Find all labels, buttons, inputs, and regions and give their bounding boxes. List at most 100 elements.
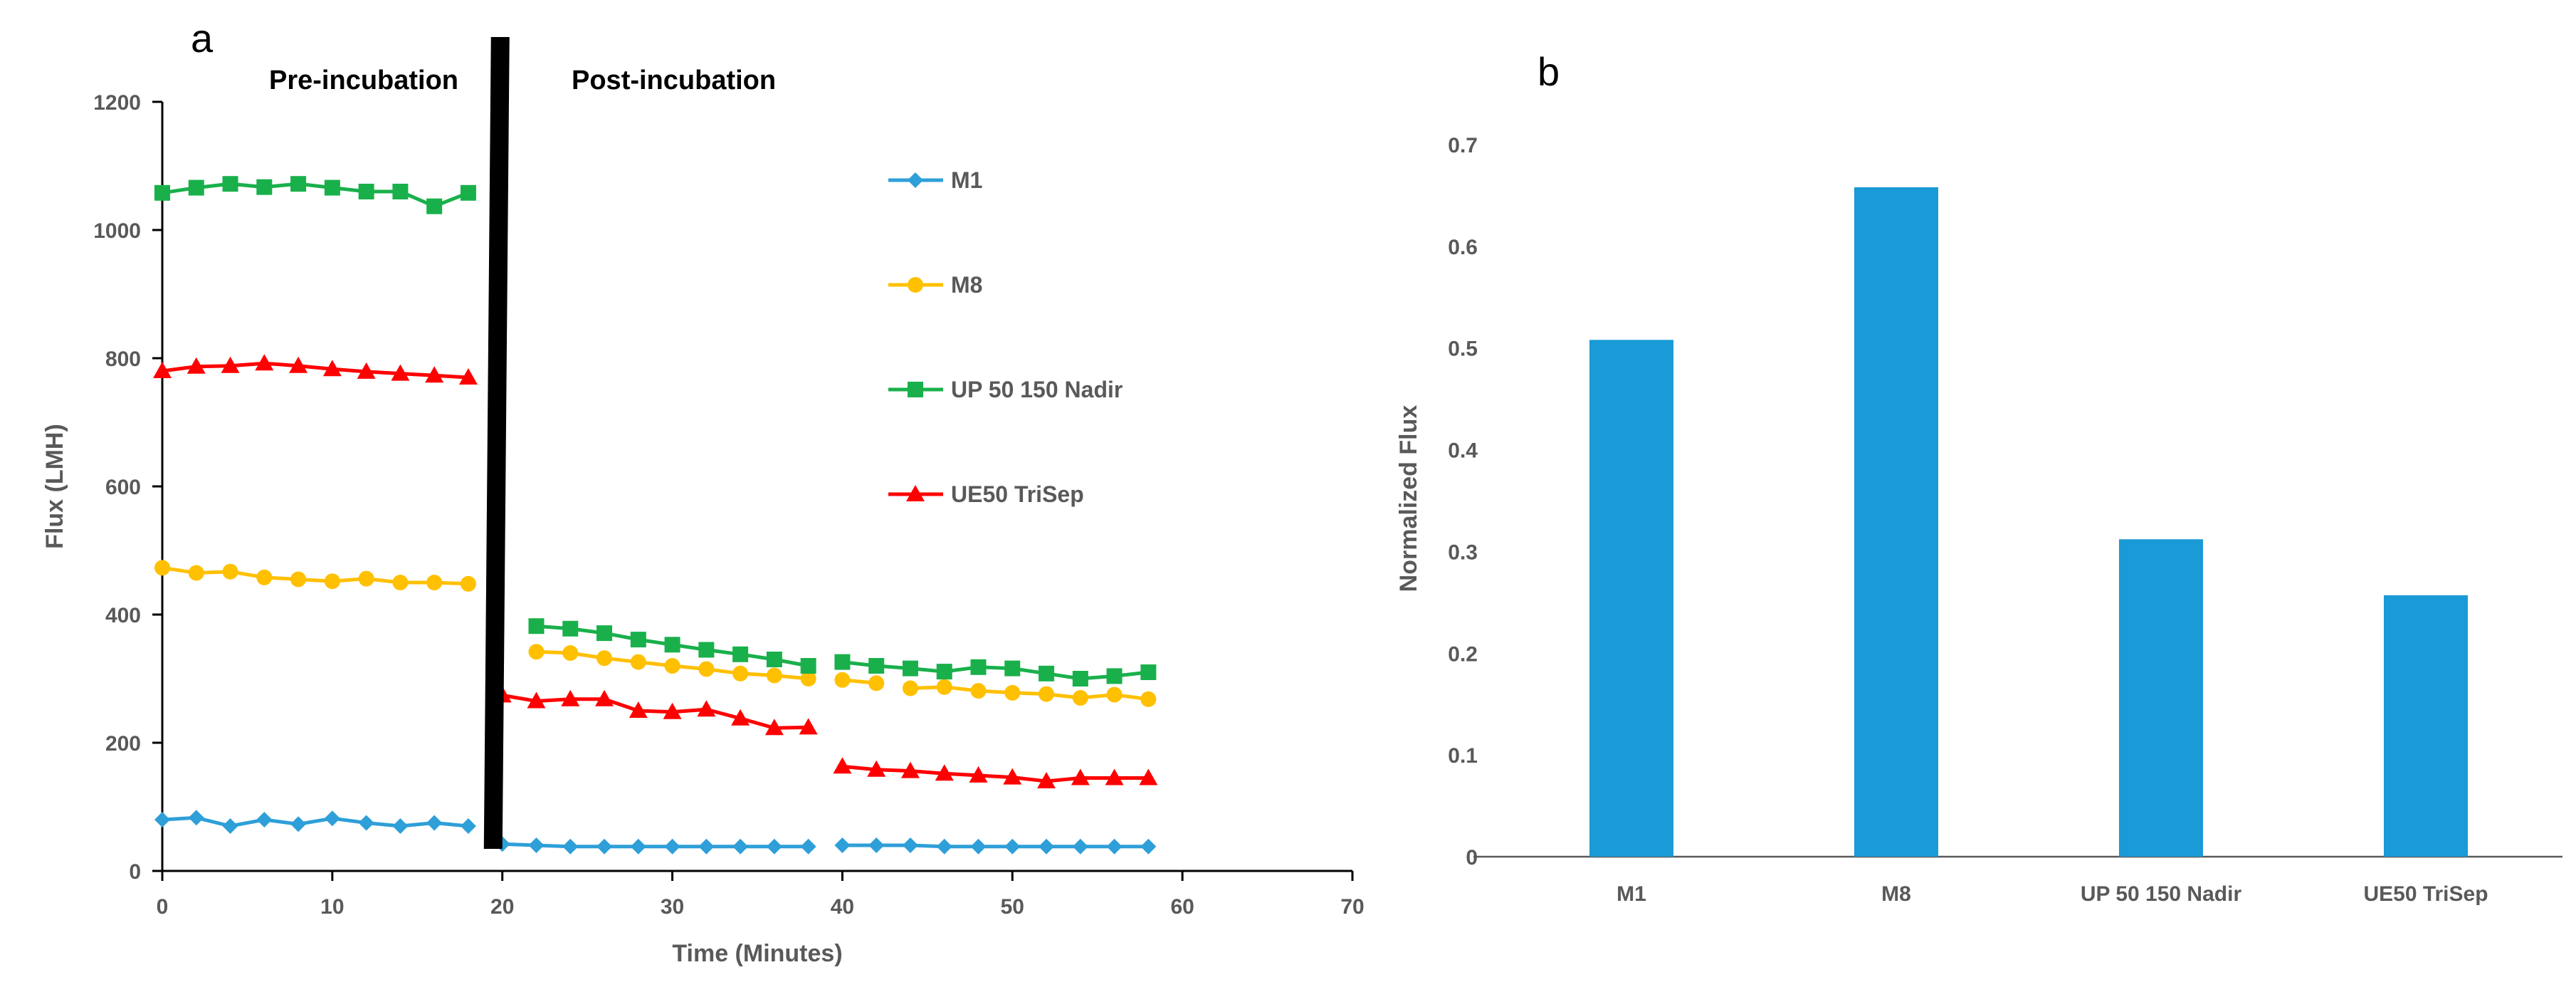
data-point-ue50-trisep bbox=[663, 702, 682, 719]
panel-b-x-tick-label: M1 bbox=[1616, 882, 1646, 906]
data-point-ue50-trisep bbox=[322, 360, 342, 377]
bar-m8 bbox=[1854, 187, 1938, 857]
legend-marker bbox=[908, 172, 923, 188]
data-point-up-50-150-nadir bbox=[1140, 664, 1157, 680]
data-point-ue50-trisep bbox=[221, 356, 240, 373]
data-point-m1 bbox=[596, 838, 613, 855]
data-point-m8 bbox=[970, 683, 987, 699]
panel-b-y-tick-label: 0 bbox=[1466, 846, 1478, 870]
panel-a-axes bbox=[161, 102, 1352, 872]
data-point-ue50-trisep bbox=[731, 709, 750, 726]
data-point-up-50-150-nadir bbox=[664, 637, 680, 653]
data-point-ue50-trisep bbox=[255, 354, 274, 371]
data-point-m1 bbox=[1140, 838, 1157, 855]
data-point-m1 bbox=[766, 838, 782, 855]
data-point-m8 bbox=[732, 665, 749, 682]
legend-label: M1 bbox=[951, 167, 982, 193]
panel-b-bar-chart: b 0 0.1 0.2 0.3 0.4 0.5 0.6 0.7 M1 M8 UP 50 150 N… bbox=[1395, 49, 2562, 906]
data-point-up-50-150-nadir bbox=[392, 184, 409, 199]
data-point-m1 bbox=[1106, 838, 1123, 855]
data-point-ue50-trisep bbox=[425, 366, 444, 383]
legend-marker bbox=[908, 382, 923, 397]
panel-a-y-tick-label: 800 bbox=[105, 348, 141, 371]
data-point-up-50-150-nadir bbox=[630, 632, 646, 648]
legend-marker bbox=[908, 277, 923, 293]
data-point-up-50-150-nadir bbox=[528, 618, 545, 635]
legend-entry-up-50-150-nadir: UP 50 150 Nadir bbox=[888, 377, 1123, 402]
series-line-up-50-150-nadir bbox=[842, 660, 1149, 681]
series-line-m8 bbox=[162, 565, 469, 586]
data-point-m8 bbox=[766, 667, 782, 684]
series-line-m1 bbox=[162, 815, 469, 828]
data-point-m8 bbox=[1039, 686, 1055, 702]
data-point-m1 bbox=[902, 837, 918, 853]
data-point-m1 bbox=[154, 812, 170, 827]
data-point-m8 bbox=[188, 565, 204, 581]
data-point-up-50-150-nadir bbox=[1004, 660, 1021, 677]
panel-b-y-ticks: 0 0.1 0.2 0.3 0.4 0.5 0.6 0.7 bbox=[1448, 134, 1478, 870]
data-point-m1 bbox=[868, 837, 885, 853]
data-point-m1 bbox=[664, 838, 680, 855]
data-point-ue50-trisep bbox=[833, 757, 852, 774]
data-point-m8 bbox=[392, 575, 409, 590]
divider-bar bbox=[483, 37, 510, 849]
panel-a-y-tick-label: 200 bbox=[105, 732, 141, 756]
series-line-m1 bbox=[842, 843, 1149, 849]
panel-b-x-tick-labels: M1 M8 UP 50 150 Nadir UE50 TriSep bbox=[1616, 882, 2488, 906]
data-point-ue50-trisep bbox=[357, 362, 376, 379]
data-point-up-50-150-nadir bbox=[426, 198, 443, 214]
data-point-m8 bbox=[460, 575, 476, 592]
incubation-divider bbox=[483, 37, 510, 849]
data-point-m1 bbox=[630, 838, 646, 855]
data-point-ue50-trisep bbox=[969, 766, 988, 783]
data-point-up-50-150-nadir bbox=[1072, 671, 1088, 686]
series-m1 bbox=[154, 810, 1157, 855]
data-point-m8 bbox=[1106, 686, 1123, 703]
data-point-up-50-150-nadir bbox=[188, 179, 204, 196]
data-point-m1 bbox=[1039, 838, 1055, 855]
data-point-ue50-trisep bbox=[935, 764, 954, 781]
data-point-ue50-trisep bbox=[1003, 768, 1022, 785]
legend-label: UP 50 150 Nadir bbox=[951, 377, 1123, 402]
data-point-ue50-trisep bbox=[153, 362, 172, 378]
data-point-m1 bbox=[324, 810, 340, 827]
panel-b-y-tick-label: 0.2 bbox=[1448, 642, 1478, 666]
data-point-m1 bbox=[562, 838, 579, 855]
data-point-m1 bbox=[460, 818, 476, 834]
panel-a-x-ticks: 0 10 20 30 40 50 60 70 bbox=[157, 871, 1365, 919]
legend-entry-m1: M1 bbox=[888, 167, 982, 193]
data-point-m1 bbox=[290, 816, 307, 832]
series-line-ue50-trisep bbox=[502, 693, 809, 730]
data-point-m8 bbox=[664, 658, 680, 674]
data-point-up-50-150-nadir bbox=[256, 179, 273, 195]
series-ue50-trisep bbox=[153, 354, 1158, 788]
data-point-up-50-150-nadir bbox=[1106, 668, 1123, 684]
data-point-m8 bbox=[562, 645, 579, 661]
data-point-ue50-trisep bbox=[867, 760, 886, 777]
panel-a-series bbox=[153, 176, 1158, 855]
panel-b-x-tick-label: UP 50 150 Nadir bbox=[2081, 882, 2242, 906]
series-line-up-50-150-nadir bbox=[162, 182, 469, 209]
data-point-m8 bbox=[868, 675, 885, 691]
panel-a-y-tick-label: 600 bbox=[105, 476, 141, 499]
panel-a-x-tick-label: 0 bbox=[157, 895, 169, 919]
bar-up-50-150-nadir bbox=[2119, 539, 2203, 857]
data-point-m8 bbox=[902, 680, 918, 696]
data-point-m8 bbox=[1004, 684, 1021, 701]
data-point-ue50-trisep bbox=[900, 761, 920, 778]
data-point-ue50-trisep bbox=[595, 689, 614, 706]
data-point-m8 bbox=[596, 650, 613, 667]
legend-marker bbox=[906, 485, 925, 501]
data-point-m1 bbox=[222, 818, 238, 834]
data-point-ue50-trisep bbox=[799, 718, 818, 735]
panel-a-x-tick-label: 40 bbox=[831, 895, 854, 919]
data-point-ue50-trisep bbox=[629, 701, 648, 718]
panel-b-bars bbox=[1589, 187, 2468, 857]
panel-a-y-tick-label: 1200 bbox=[93, 91, 141, 115]
data-point-up-50-150-nadir bbox=[596, 625, 613, 642]
data-point-ue50-trisep bbox=[527, 691, 546, 709]
data-point-up-50-150-nadir bbox=[460, 184, 476, 201]
data-point-up-50-150-nadir bbox=[766, 652, 782, 667]
data-point-ue50-trisep bbox=[697, 700, 716, 717]
